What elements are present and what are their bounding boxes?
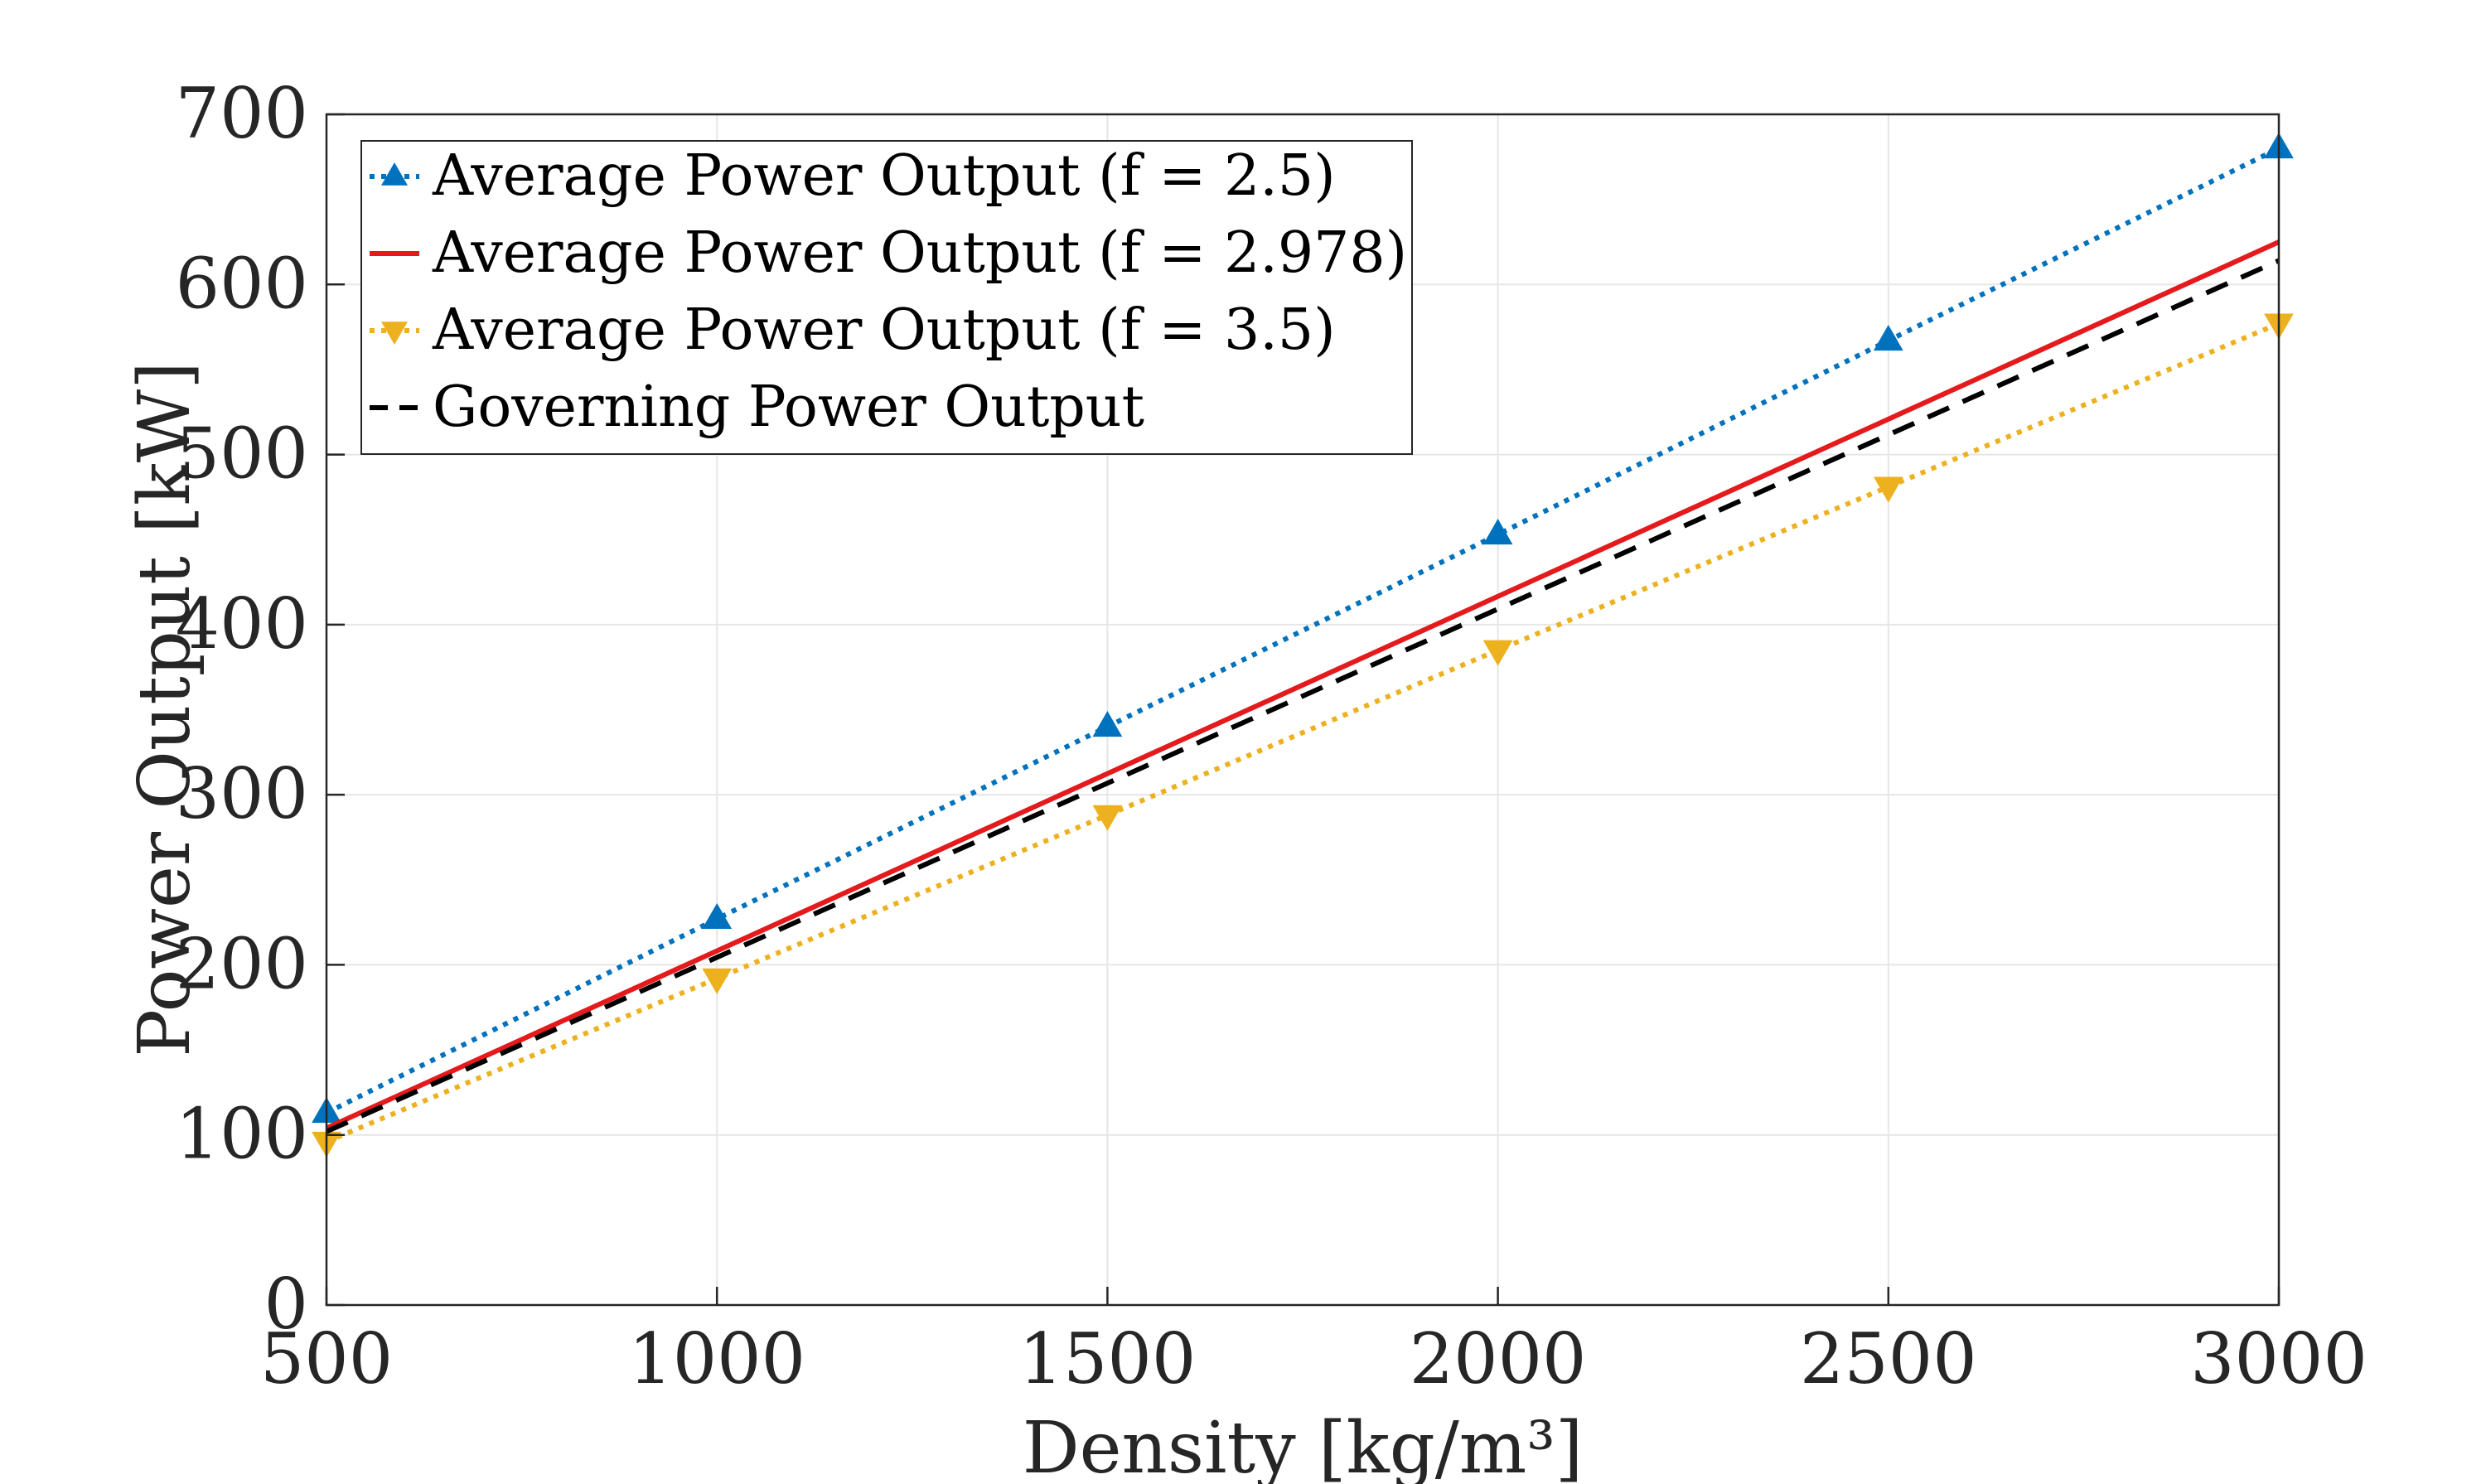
y-tick-label: 400 xyxy=(176,583,308,665)
series-line xyxy=(325,146,2280,1115)
y-tick-label: 200 xyxy=(176,923,308,1004)
series-line xyxy=(325,239,2280,1131)
triangle-up-marker xyxy=(1092,711,1123,737)
y-tick-label: 300 xyxy=(176,753,308,834)
x-tick-label: 500 xyxy=(260,1318,393,1399)
plot-frame xyxy=(325,113,2280,1307)
legend-entry: Average Power Output (f = 2.5) xyxy=(370,143,1336,209)
axes xyxy=(325,113,2280,1307)
x-axis-title: Density [kg/m³] xyxy=(1023,1407,1584,1484)
triangle-down-marker xyxy=(381,321,408,346)
legend-entry: Governing Power Output xyxy=(370,375,1144,440)
triangle-down-marker xyxy=(1482,640,1513,666)
triangle-up-marker xyxy=(1482,519,1513,545)
y-tick-label: 500 xyxy=(176,413,308,495)
series-4 xyxy=(325,258,2280,1134)
tick-labels: 500 1000 1500 2000 2500 3000 0 100 200 300 400 500 6… xyxy=(176,73,2368,1399)
legend-label: Average Power Output (f = 2.5) xyxy=(432,143,1336,209)
series-2 xyxy=(325,239,2280,1131)
y-tick-label: 0 xyxy=(264,1264,308,1345)
y-tick-label: 100 xyxy=(176,1094,308,1175)
legend: Average Power Output (f = 2.5) Average Po… xyxy=(360,140,1413,455)
x-tick-label: 3000 xyxy=(2190,1318,2368,1399)
triangle-up-marker xyxy=(1873,325,1903,351)
triangle-down-marker xyxy=(1092,805,1123,831)
legend-entry: Average Power Output (f = 2.978) xyxy=(370,220,1407,286)
x-tick-label: 1500 xyxy=(1019,1318,1197,1399)
legend-label: Governing Power Output xyxy=(433,375,1144,440)
x-tick-label: 2000 xyxy=(1410,1318,1587,1399)
legend-label: Average Power Output (f = 3.5) xyxy=(432,297,1336,363)
x-tick-label: 1000 xyxy=(628,1318,805,1399)
triangle-up-marker xyxy=(702,902,733,930)
triangle-up-marker xyxy=(381,162,408,186)
y-axis-title: Power Output [kW] xyxy=(123,361,206,1057)
series-layer xyxy=(312,133,2294,1158)
y-tick-label: 600 xyxy=(176,243,308,324)
y-tick-label: 700 xyxy=(176,73,308,154)
legend-entry: Average Power Output (f = 3.5) xyxy=(370,297,1336,363)
legend-label: Average Power Output (f = 2.978) xyxy=(432,220,1407,286)
triangle-down-marker xyxy=(1873,476,1903,503)
series-3 xyxy=(312,313,2294,1158)
series-line xyxy=(325,321,2280,1144)
series-line xyxy=(325,258,2280,1134)
legend-box xyxy=(360,140,1413,455)
x-tick-label: 2500 xyxy=(1800,1318,1977,1399)
triangle-down-marker xyxy=(702,968,733,994)
